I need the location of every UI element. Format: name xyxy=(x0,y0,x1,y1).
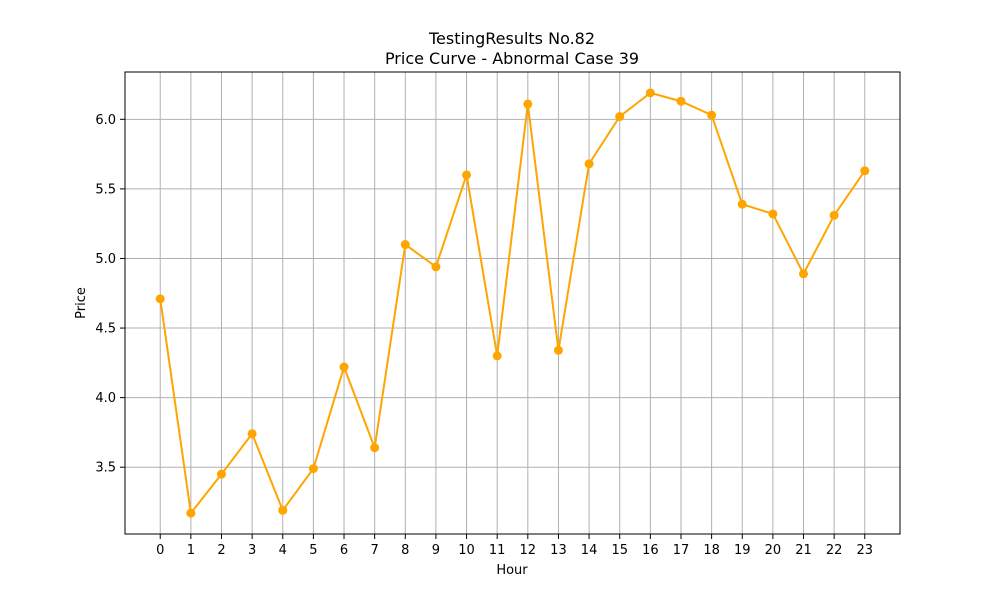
data-point xyxy=(615,112,625,122)
data-point xyxy=(339,362,349,372)
x-tick-label: 14 xyxy=(581,543,598,558)
series xyxy=(155,88,870,518)
x-tick-label: 10 xyxy=(458,543,475,558)
x-tick-label: 18 xyxy=(703,543,720,558)
y-tick-label: 4.5 xyxy=(95,322,116,337)
data-point xyxy=(462,170,472,180)
data-point xyxy=(492,351,502,361)
data-point xyxy=(278,505,288,515)
x-tick-label: 5 xyxy=(309,543,317,558)
axis-ticks: 0 1 2 3 4 5 6 7 8 9 10 11 12 13 14 15 16 17 18 19 20 21 22 233.… xyxy=(95,113,873,558)
x-tick-label: 16 xyxy=(642,543,659,558)
x-tick-label: 23 xyxy=(856,543,873,558)
data-point xyxy=(799,269,809,279)
x-tick-label: 13 xyxy=(550,543,567,558)
data-point xyxy=(155,294,165,304)
x-tick-label: 2 xyxy=(217,543,225,558)
series-line xyxy=(159,91,866,516)
data-point xyxy=(676,96,686,106)
x-tick-label: 11 xyxy=(489,543,506,558)
data-point xyxy=(584,159,594,169)
x-tick-label: 9 xyxy=(432,543,440,558)
data-point xyxy=(645,88,655,98)
data-point xyxy=(370,443,380,453)
x-tick-label: 3 xyxy=(248,543,256,558)
chart-subtitle: Price Curve - Abnormal Case 39 xyxy=(385,49,639,68)
x-tick-label: 0 xyxy=(156,543,164,558)
data-point xyxy=(829,210,839,220)
chart-title: TestingResults No.82 xyxy=(428,29,595,48)
data-point xyxy=(860,166,870,176)
x-tick-label: 12 xyxy=(520,543,537,558)
x-tick-label: 17 xyxy=(673,543,690,558)
grid xyxy=(125,72,900,534)
x-tick-label: 15 xyxy=(611,543,628,558)
y-tick-label: 5.5 xyxy=(95,182,116,197)
x-tick-label: 6 xyxy=(340,543,348,558)
x-tick-label: 21 xyxy=(795,543,812,558)
x-tick-label: 22 xyxy=(826,543,843,558)
y-tick-label: 5.0 xyxy=(95,252,116,267)
y-tick-label: 3.5 xyxy=(95,461,116,476)
data-point xyxy=(523,99,533,109)
x-axis-label: Hour xyxy=(496,563,528,578)
x-tick-label: 1 xyxy=(187,543,195,558)
data-point xyxy=(186,508,196,518)
data-point xyxy=(216,469,226,479)
x-tick-label: 8 xyxy=(401,543,409,558)
data-point xyxy=(431,262,441,272)
data-point xyxy=(553,345,563,355)
data-point xyxy=(737,199,747,209)
y-tick-label: 6.0 xyxy=(95,113,116,128)
data-point xyxy=(400,240,410,250)
x-tick-label: 19 xyxy=(734,543,751,558)
y-tick-label: 4.0 xyxy=(95,391,116,406)
x-tick-label: 7 xyxy=(371,543,379,558)
data-point xyxy=(707,110,717,120)
y-axis-label: Price xyxy=(74,287,89,319)
plot-frame xyxy=(124,71,901,535)
data-point xyxy=(308,464,318,474)
x-tick-label: 20 xyxy=(765,543,782,558)
data-point xyxy=(768,209,778,219)
data-point xyxy=(247,429,257,439)
x-tick-label: 4 xyxy=(279,543,287,558)
